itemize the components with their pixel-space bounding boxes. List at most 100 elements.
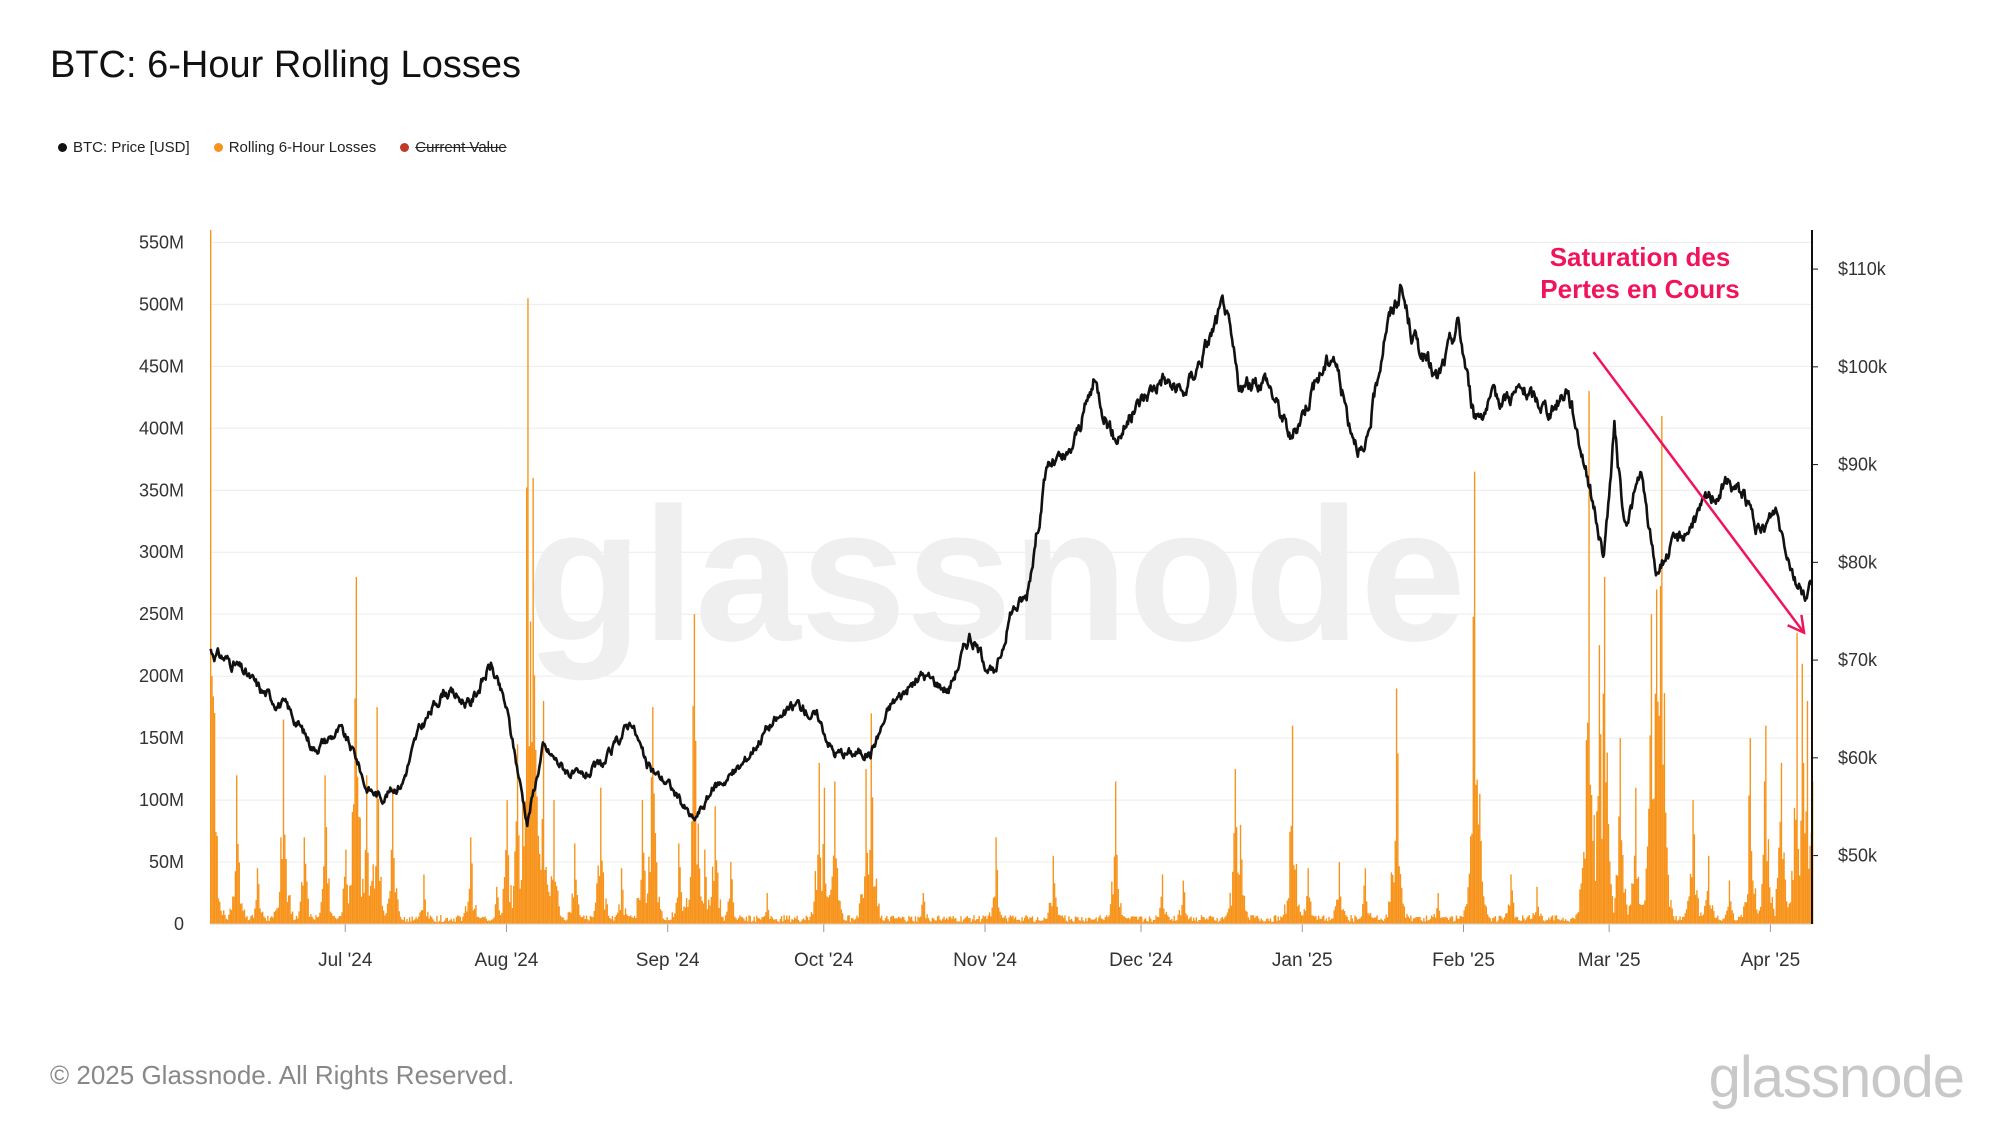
loss-bar [774, 919, 776, 924]
loss-bar [1740, 914, 1742, 924]
chart-canvas: 0 50M 100M 150M 200M 250M 300M 350M 400M 450M 500M… [139, 230, 1888, 971]
loss-bar [714, 806, 716, 924]
loss-bar [1512, 902, 1515, 924]
loss-bar [953, 918, 956, 924]
legend-item-losses[interactable]: Rolling 6-Hour Losses [213, 139, 376, 156]
loss-bar [1026, 916, 1028, 924]
loss-bar [328, 878, 330, 924]
loss-bar [1352, 921, 1355, 924]
loss-bar [1287, 898, 1290, 924]
loss-bar [1772, 908, 1775, 924]
legend-item-current-value[interactable]: Current Value [400, 139, 507, 156]
loss-bar [1105, 915, 1108, 924]
loss-bar [871, 797, 874, 924]
loss-bar [1125, 918, 1127, 924]
loss-bar [1402, 903, 1404, 924]
y-right-tick-label: $110k [1838, 259, 1887, 279]
loss-bar [1713, 910, 1715, 924]
loss-bar [1583, 851, 1585, 924]
loss-bar [340, 916, 342, 924]
legend-item-price[interactable]: BTC: Price [USD] [58, 139, 190, 156]
loss-bar [1692, 800, 1694, 924]
loss-bar [1679, 916, 1681, 924]
loss-bar [330, 913, 333, 924]
y-left-tick-label: 300M [139, 542, 184, 562]
loss-bar [489, 920, 491, 924]
loss-bar [250, 916, 252, 924]
loss-bar [1453, 921, 1455, 924]
loss-bar [596, 883, 598, 924]
x-tick-label: Nov '24 [953, 950, 1017, 971]
loss-bar [528, 746, 530, 924]
loss-bar [1444, 917, 1446, 924]
loss-bar [1300, 915, 1303, 924]
x-tick-label: Aug '24 [475, 950, 539, 971]
loss-bar [1109, 904, 1112, 924]
loss-bar [708, 899, 710, 924]
loss-bar [1808, 868, 1810, 924]
loss-bar [754, 921, 757, 924]
loss-bar [1684, 913, 1686, 924]
loss-bar [1654, 693, 1657, 924]
loss-bar [908, 915, 910, 924]
loss-bar [525, 487, 528, 924]
loss-bar [1515, 916, 1517, 924]
loss-bar [1336, 899, 1338, 924]
loss-bar [286, 902, 289, 924]
loss-bar [1603, 577, 1606, 924]
loss-bar [1645, 868, 1647, 924]
loss-bar [1431, 915, 1433, 924]
loss-bar [1022, 920, 1025, 924]
loss-bar [753, 916, 755, 924]
loss-bar [1485, 906, 1487, 924]
loss-bar [983, 916, 986, 924]
loss-bar [622, 889, 624, 924]
loss-bar [1280, 916, 1282, 924]
loss-bar [1492, 918, 1494, 924]
loss-bar [969, 918, 971, 924]
loss-bar [1050, 902, 1052, 924]
loss-bar [1420, 920, 1422, 924]
loss-bar [424, 899, 426, 924]
loss-bar [1451, 916, 1454, 924]
loss-bar [345, 849, 347, 924]
loss-bar [572, 897, 575, 924]
loss-bar [1385, 914, 1387, 924]
loss-bar [706, 909, 709, 924]
loss-bar [1731, 910, 1733, 924]
loss-bar [575, 879, 577, 924]
loss-bar [891, 915, 893, 924]
loss-bar [1473, 471, 1476, 924]
loss-bar [786, 915, 788, 924]
loss-bar [815, 889, 818, 924]
loss-bar [1146, 920, 1148, 924]
loss-bar [228, 914, 230, 924]
loss-bar [1693, 834, 1696, 924]
loss-bar [376, 707, 378, 924]
loss-bar [1709, 905, 1711, 924]
loss-bar [640, 879, 642, 924]
loss-bar [1316, 919, 1318, 924]
copyright-footer: © 2025 Glassnode. All Rights Reserved. [50, 1060, 515, 1090]
loss-bar [1658, 715, 1660, 924]
loss-bar [1260, 918, 1263, 924]
loss-bar [1092, 919, 1095, 924]
loss-bar [1337, 899, 1339, 924]
loss-bar [810, 912, 813, 924]
loss-bar [1579, 889, 1581, 924]
loss-bar [925, 918, 927, 924]
loss-bar [809, 916, 811, 924]
loss-bar [849, 921, 852, 924]
loss-bar [351, 812, 354, 924]
loss-bar [929, 920, 931, 924]
loss-bar [943, 916, 945, 924]
loss-bar [1514, 917, 1516, 924]
loss-bar [654, 833, 657, 924]
loss-bar [814, 871, 817, 924]
loss-bar [1568, 921, 1571, 924]
loss-bar [948, 916, 950, 924]
loss-bar [519, 888, 521, 924]
loss-bar [1624, 888, 1627, 924]
loss-bar [1518, 920, 1520, 924]
loss-bar [869, 849, 871, 924]
